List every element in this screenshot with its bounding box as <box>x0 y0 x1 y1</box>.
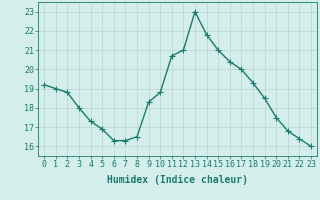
X-axis label: Humidex (Indice chaleur): Humidex (Indice chaleur) <box>107 175 248 185</box>
